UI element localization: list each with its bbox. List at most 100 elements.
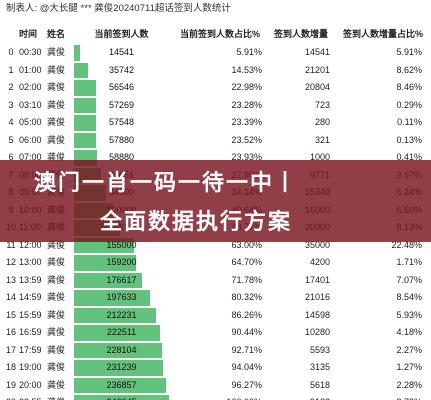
table-row: 0 00:30 龚俊 14541 5.91% 14541 5.91% [0, 44, 431, 62]
row-increment-pct: 0.13% [396, 134, 422, 145]
table-row: 3 03:10 龚俊 57269 23.28% 723 0.29% [0, 97, 431, 115]
row-increment: 21201 [304, 64, 330, 75]
row-time: 02:00 [19, 82, 42, 92]
row-increment: 10280 [304, 327, 330, 337]
count-value: 57548 [108, 117, 135, 127]
row-increment-pct: 3.73% [338, 394, 428, 400]
row-increment-pct: 5.93% [396, 309, 422, 320]
row-index: 14 [5, 292, 16, 302]
row-increment-pct: 1.71% [396, 257, 422, 267]
count-bar [74, 360, 164, 376]
row-name: 龚俊 [47, 292, 66, 302]
row-index: 12 [5, 257, 16, 267]
count-value: 57269 [108, 99, 135, 110]
row-name: 龚俊 [47, 274, 66, 285]
row-increment-pct: 5.91% [396, 47, 422, 57]
row-time: 07:00 [19, 152, 42, 162]
table-row: 17 17:59 龚俊 228104 92.71% 5593 2.27% [0, 342, 431, 360]
count-value: 57880 [108, 134, 135, 145]
row-increment-pct: 8.62% [396, 64, 422, 75]
row-name: 龚俊 [47, 152, 66, 162]
row-increment: 321 [314, 134, 330, 145]
count-value: 228104 [106, 344, 137, 355]
row-increment-pct: 8.54% [396, 292, 422, 302]
row-time: 19:00 [19, 362, 42, 372]
row-index: 15 [5, 309, 16, 320]
row-name: 龚俊 [47, 99, 66, 110]
row-index: 4 [8, 117, 14, 127]
row-increment: 17401 [304, 274, 330, 285]
header-increment-pct: 签到人数增量占比% [342, 29, 423, 39]
header-increment: 签到人数增量 [273, 29, 328, 39]
row-increment-pct: 4.18% [396, 327, 422, 337]
table-row: 15 15:59 龚俊 212231 86.26% 14598 5.93% [0, 307, 431, 325]
row-count-pct: 80.32% [231, 292, 262, 302]
row-time: 12:00 [19, 239, 42, 250]
row-count-pct: 96.27% [231, 379, 262, 390]
row-name: 龚俊 [47, 117, 66, 127]
row-index: 18 [5, 362, 16, 372]
header-name: 姓名 [47, 29, 66, 39]
row-index: 16 [5, 327, 16, 337]
table-row: 19 20:00 龚俊 236857 96.27% 5618 2.28% [0, 377, 431, 395]
row-index: 0 [8, 47, 14, 57]
count-bar [74, 62, 88, 78]
row-increment-pct: 22.48% [391, 239, 422, 250]
row-index: 11 [6, 239, 16, 250]
row-time: 01:00 [19, 64, 42, 75]
table-row: 2 02:00 龚俊 56546 22.98% 20804 8.46% [0, 79, 431, 97]
row-increment: 35000 [304, 239, 330, 250]
header-count: 当前签到人数 [94, 29, 149, 39]
row-index: 19 [5, 379, 16, 390]
row-name: 龚俊 [47, 344, 66, 355]
count-value: 197633 [106, 292, 137, 302]
row-increment-pct: 2.27% [396, 344, 422, 355]
count-bar [74, 115, 97, 131]
count-value: 246045 [74, 394, 169, 400]
row-index: 20 [4, 394, 18, 400]
row-increment-pct: 2.28% [396, 379, 422, 390]
row-index: 5 [8, 134, 14, 145]
row-time: 23:55 [19, 394, 47, 400]
table-row: 16 16:59 龚俊 222511 90.44% 10280 4.18% [0, 324, 431, 342]
table-row: 18 19:00 龚俊 231239 94.04% 3135 1.27% [0, 359, 431, 377]
row-count-pct: 94.04% [231, 362, 262, 372]
count-value: 222511 [106, 327, 137, 337]
row-name: 龚俊 [47, 327, 66, 337]
row-increment: 5593 [309, 344, 330, 355]
row-name: 龚俊 [47, 257, 66, 267]
header-time: 时间 [19, 29, 38, 39]
count-value: 231239 [106, 362, 137, 372]
row-count-pct: 86.26% [231, 309, 262, 320]
header-count-pct: 当前签到人数占比% [179, 29, 260, 39]
table-row: 4 05:00 龚俊 57548 23.39% 280 0.11% [0, 114, 431, 132]
row-increment: 21016 [304, 292, 330, 302]
row-increment: 3135 [309, 362, 330, 372]
row-name: 龚俊 [47, 394, 73, 400]
count-bar [74, 325, 160, 341]
count-bar [74, 80, 96, 96]
row-time: 13:59 [19, 274, 42, 285]
row-increment: 1000 [309, 152, 330, 162]
row-name: 龚俊 [47, 379, 66, 390]
row-count-pct: 92.71% [231, 344, 262, 355]
row-increment: 14541 [304, 47, 330, 57]
row-count-pct: 22.98% [231, 82, 262, 92]
row-increment-pct: 8.46% [396, 82, 422, 92]
count-value: 155000 [106, 239, 137, 250]
row-time: 20:00 [19, 379, 42, 390]
row-index: 3 [8, 99, 14, 110]
row-time: 14:59 [19, 292, 42, 302]
count-bar [74, 97, 97, 113]
count-value: 159200 [106, 257, 137, 267]
row-time: 13:00 [19, 257, 42, 267]
row-count-pct: 23.28% [231, 99, 262, 110]
count-value: 35742 [108, 64, 135, 75]
row-increment-pct: 0.11% [397, 117, 422, 127]
count-bar [74, 290, 151, 306]
row-count-pct: 63.00% [231, 239, 262, 250]
row-increment: 280 [314, 117, 330, 127]
row-count-pct: 71.78% [231, 274, 262, 285]
table-row: 1 01:00 龚俊 35742 14.53% 21201 8.62% [0, 62, 431, 80]
row-count-pct: 23.52% [231, 134, 262, 145]
